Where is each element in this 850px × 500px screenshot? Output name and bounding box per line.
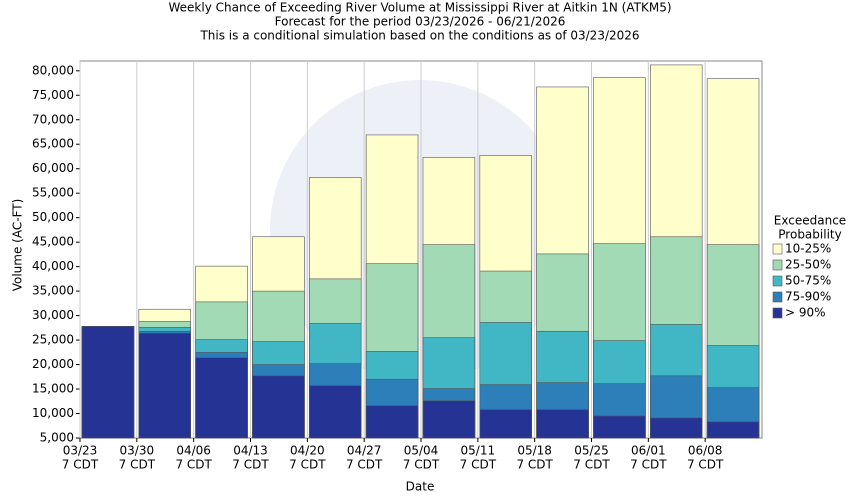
chart-title: Weekly Chance of Exceeding River Volume …	[168, 1, 671, 15]
bar-segment	[252, 375, 305, 439]
bar-segment	[422, 400, 476, 439]
x-tick-label: 7 CDT	[346, 458, 383, 472]
x-tick-label: 04/27	[347, 444, 382, 458]
legend-swatch	[772, 259, 783, 271]
x-tick-label: 04/20	[290, 444, 325, 458]
bar-segment	[309, 385, 362, 439]
y-tick-label: 70,000	[32, 112, 74, 126]
y-tick-label: 60,000	[32, 161, 74, 175]
bar-segment	[365, 405, 419, 439]
bar-segment	[138, 332, 191, 439]
x-tick-label: 04/13	[233, 444, 268, 458]
x-tick-label: 05/04	[404, 444, 439, 458]
x-tick-label: 06/01	[631, 444, 666, 458]
y-tick-label: 80,000	[32, 63, 74, 77]
chart-subtitle: This is a conditional simulation based o…	[199, 29, 639, 43]
x-tick-label: 7 CDT	[289, 458, 326, 472]
bar-segment	[706, 421, 760, 439]
x-tick-label: 06/08	[688, 444, 723, 458]
y-tick-label: 35,000	[32, 284, 74, 298]
x-tick-label: 05/25	[574, 444, 609, 458]
x-tick-label: 7 CDT	[62, 458, 99, 472]
y-tick-label: 25,000	[32, 333, 74, 347]
x-tick-label: 7 CDT	[460, 458, 497, 472]
x-tick-label: 05/18	[517, 444, 552, 458]
legend-label: 10-25%	[785, 242, 831, 256]
y-tick-label: 15,000	[32, 382, 74, 396]
y-tick-label: 50,000	[32, 210, 74, 224]
x-tick-label: 7 CDT	[630, 458, 667, 472]
chart-subtitle: Forecast for the period 03/23/2026 - 06/…	[275, 15, 566, 29]
legend-title: Probability	[778, 228, 841, 242]
x-tick-label: 05/11	[461, 444, 496, 458]
x-tick-label: 7 CDT	[175, 458, 212, 472]
legend-swatch	[772, 291, 783, 303]
y-tick-label: 55,000	[32, 186, 74, 200]
y-tick-label: 45,000	[32, 235, 74, 249]
legend-swatch	[772, 307, 783, 319]
x-tick-label: 7 CDT	[119, 458, 156, 472]
bar-segment	[81, 326, 135, 439]
bar-segment	[593, 415, 646, 439]
y-axis-label: Volume (AC-FT)	[11, 199, 25, 292]
x-axis-label: Date	[406, 480, 435, 494]
y-tick-label: 30,000	[32, 308, 74, 322]
x-tick-label: 7 CDT	[403, 458, 440, 472]
x-tick-label: 04/06	[176, 444, 211, 458]
legend-title: Exceedance	[774, 214, 846, 228]
y-tick-label: 65,000	[32, 137, 74, 151]
bar-segment	[650, 417, 703, 439]
y-tick-label: 75,000	[32, 88, 74, 102]
x-tick-label: 7 CDT	[687, 458, 724, 472]
bar-segment	[479, 409, 532, 439]
y-tick-label: 5,000	[40, 431, 74, 445]
legend-swatch	[772, 243, 783, 255]
legend-label: 50-75%	[785, 274, 831, 288]
legend-label: 75-90%	[785, 290, 831, 304]
x-tick-label: 03/23	[63, 444, 98, 458]
x-tick-label: 7 CDT	[573, 458, 610, 472]
x-tick-label: 7 CDT	[232, 458, 269, 472]
y-tick-label: 10,000	[32, 406, 74, 420]
legend-label: > 90%	[785, 306, 826, 320]
legend-label: 25-50%	[785, 258, 831, 272]
x-tick-label: 7 CDT	[516, 458, 553, 472]
x-tick-label: 03/30	[120, 444, 155, 458]
legend-swatch	[772, 275, 783, 287]
bar-segment	[195, 357, 248, 439]
y-tick-label: 20,000	[32, 357, 74, 371]
bar-segment	[536, 409, 589, 439]
y-tick-label: 40,000	[32, 259, 74, 273]
